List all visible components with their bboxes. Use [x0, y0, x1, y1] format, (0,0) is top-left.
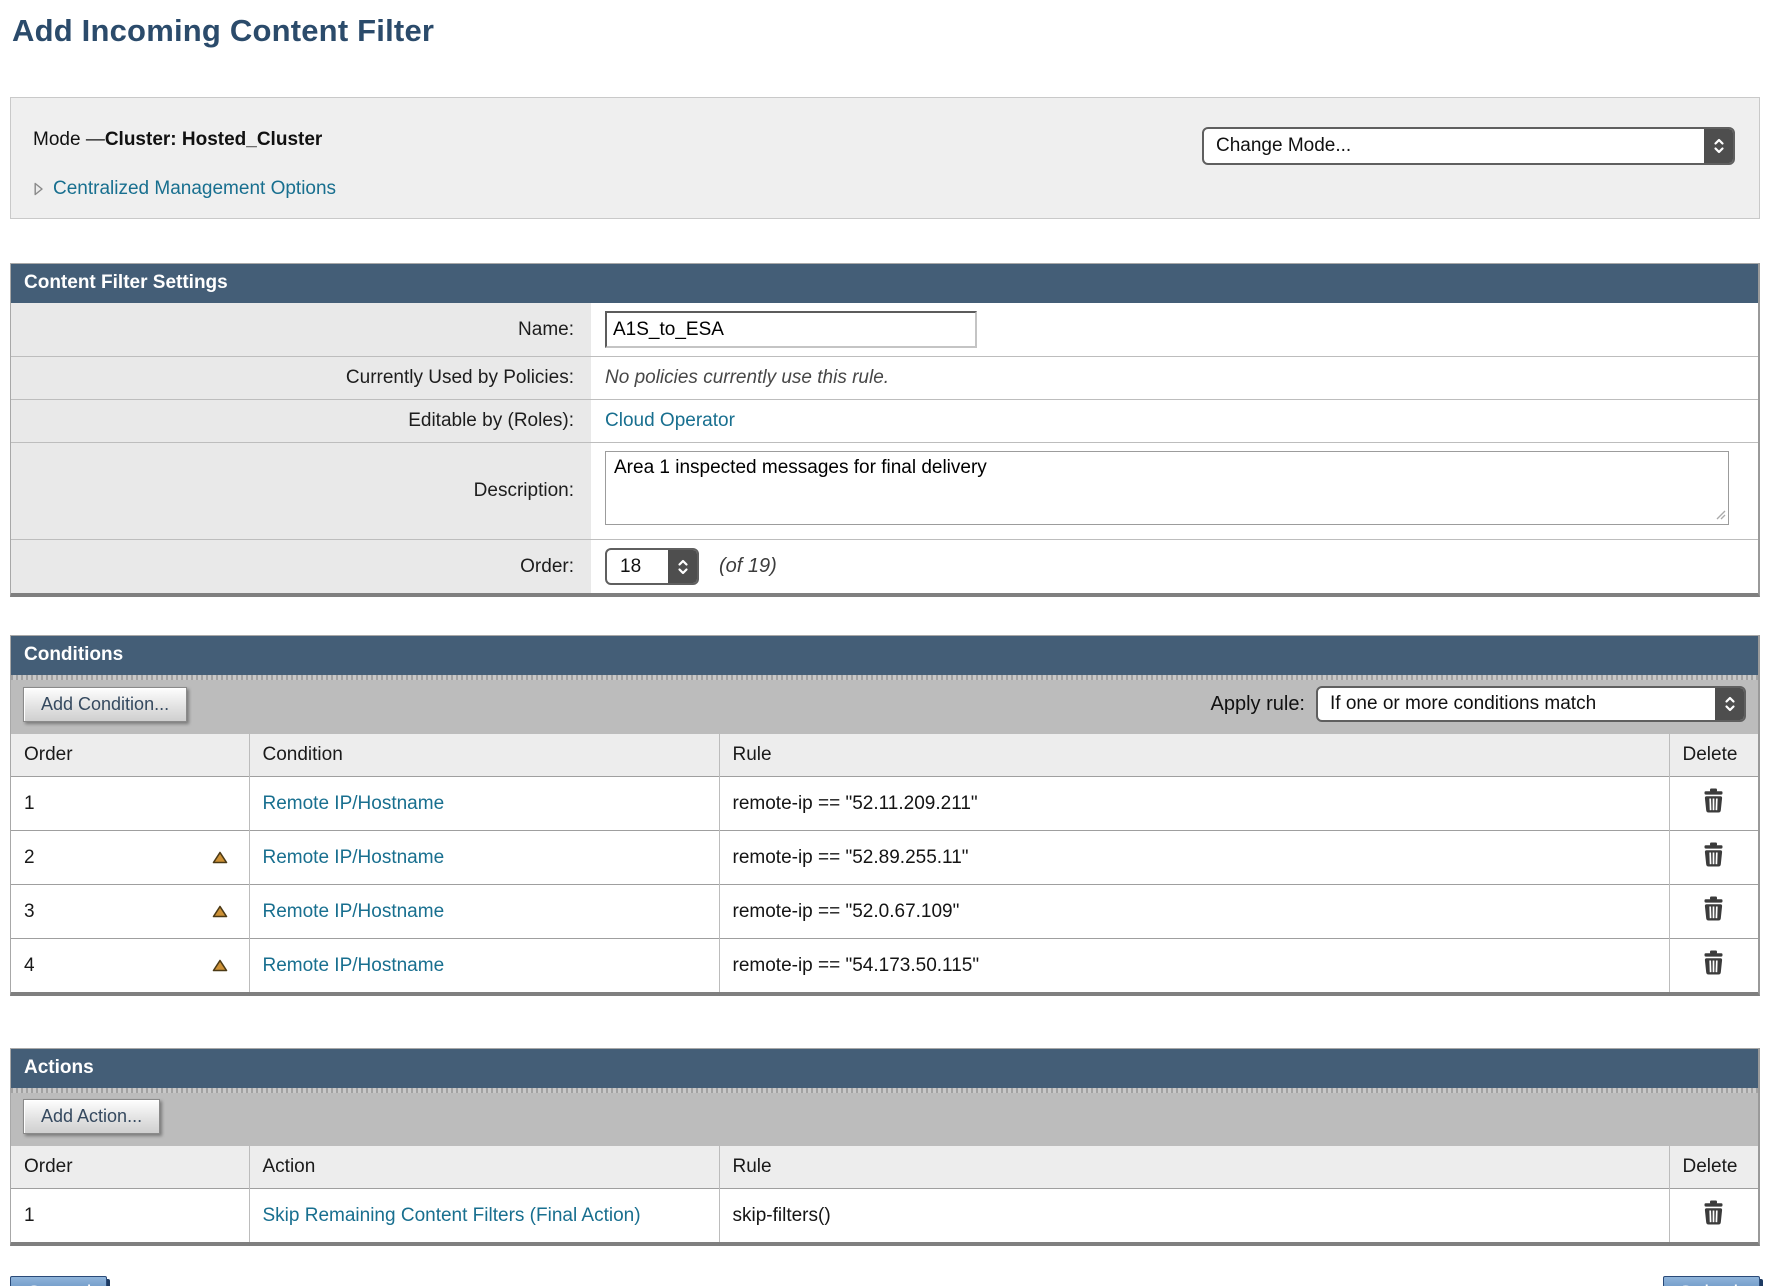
change-mode-select[interactable]: Change Mode... — [1202, 127, 1735, 165]
conditions-col-rule: Rule — [718, 734, 1669, 777]
conditions-section: Conditions Add Condition... Apply rule: … — [10, 635, 1760, 996]
order-total-text: (of 19) — [719, 555, 777, 577]
condition-link[interactable]: Remote IP/Hostname — [262, 954, 445, 976]
description-label: Description: — [11, 442, 591, 540]
condition-row: 2 Remote IP/Hostname remote-ip == "52.89… — [11, 830, 1758, 885]
condition-link[interactable]: Remote IP/Hostname — [262, 846, 445, 868]
action-rule: skip-filters() — [732, 1204, 831, 1226]
settings-row-name: Name: — [11, 303, 1758, 357]
textarea-resize-grip-icon[interactable] — [1714, 508, 1726, 520]
action-link[interactable]: Skip Remaining Content Filters (Final Ac… — [262, 1204, 641, 1226]
management-options-row: Centralized Management Options — [33, 178, 1737, 200]
apply-rule-label: Apply rule: — [1210, 692, 1306, 715]
roles-label: Editable by (Roles): — [11, 399, 591, 443]
actions-col-order: Order — [11, 1146, 249, 1189]
settings-row-description: Description: Area 1 inspected messages f… — [11, 442, 1758, 540]
conditions-table: Order Condition Rule Delete 1 Remote IP/… — [11, 734, 1758, 992]
trash-icon — [1700, 949, 1727, 979]
conditions-col-condition: Condition — [248, 734, 719, 777]
conditions-header-row: Order Condition Rule Delete — [11, 734, 1758, 777]
select-stepper-icon — [668, 550, 697, 583]
select-stepper-icon — [1715, 688, 1744, 720]
condition-link[interactable]: Remote IP/Hostname — [262, 792, 445, 814]
delete-action-button[interactable] — [1700, 1199, 1727, 1226]
action-row: 1 Skip Remaining Content Filters (Final … — [11, 1188, 1758, 1242]
conditions-col-delete: Delete — [1668, 734, 1758, 777]
actions-col-action: Action — [248, 1146, 719, 1189]
actions-col-rule: Rule — [718, 1146, 1669, 1189]
trash-icon — [1700, 841, 1727, 871]
cloud-operator-link[interactable]: Cloud Operator — [605, 410, 735, 431]
cancel-button[interactable]: Cancel — [10, 1276, 108, 1286]
actions-section-header: Actions — [11, 1049, 1758, 1088]
mode-label: Mode — [33, 129, 86, 150]
action-order: 1 — [24, 1204, 35, 1226]
condition-row: 1 Remote IP/Hostname remote-ip == "52.11… — [11, 776, 1758, 831]
condition-order: 3 — [24, 900, 35, 922]
order-select[interactable]: 18 — [605, 548, 699, 585]
content-filter-settings-section: Content Filter Settings Name: Currently … — [10, 263, 1760, 597]
name-label: Name: — [11, 303, 591, 357]
centralized-management-options-link[interactable]: Centralized Management Options — [53, 178, 337, 199]
move-up-arrow-icon — [212, 905, 228, 921]
actions-table: Order Action Rule Delete 1 Skip Remainin… — [11, 1146, 1758, 1242]
order-select-value: 18 — [620, 555, 642, 577]
conditions-col-order: Order — [11, 734, 249, 777]
move-up-arrow-icon — [212, 851, 228, 867]
settings-row-policies: Currently Used by Policies: No policies … — [11, 356, 1758, 400]
add-action-button[interactable]: Add Action... — [23, 1099, 161, 1134]
condition-link[interactable]: Remote IP/Hostname — [262, 900, 445, 922]
condition-order: 2 — [24, 846, 35, 868]
condition-rule: remote-ip == "52.0.67.109" — [732, 900, 960, 922]
delete-condition-button[interactable] — [1700, 841, 1727, 868]
trash-icon — [1700, 787, 1727, 817]
submit-button[interactable]: Submit — [1662, 1276, 1760, 1286]
settings-row-order: Order: 18 (of 19) — [11, 539, 1758, 593]
apply-rule-select-value: If one or more conditions match — [1330, 693, 1597, 714]
policies-label: Currently Used by Policies: — [11, 356, 591, 400]
mode-value: Cluster: Hosted_Cluster — [104, 129, 323, 150]
condition-rule: remote-ip == "52.11.209.211" — [732, 792, 978, 814]
page-title: Add Incoming Content Filter — [12, 13, 435, 48]
mode-panel: Mode —Cluster: Hosted_Cluster Centralize… — [10, 97, 1760, 219]
move-up-arrow-icon — [212, 959, 228, 975]
condition-rule: remote-ip == "52.89.255.11" — [732, 846, 969, 868]
delete-condition-button[interactable] — [1700, 895, 1727, 922]
condition-row: 4 Remote IP/Hostname remote-ip == "54.17… — [11, 938, 1758, 992]
mode-dash: — — [85, 129, 105, 150]
order-label: Order: — [11, 539, 591, 593]
settings-table: Name: Currently Used by Policies: No pol… — [11, 303, 1758, 593]
actions-col-delete: Delete — [1668, 1146, 1758, 1189]
actions-toolbar: Add Action... — [11, 1088, 1758, 1146]
settings-section-header: Content Filter Settings — [11, 264, 1758, 303]
conditions-section-header: Conditions — [11, 636, 1758, 675]
condition-order: 1 — [24, 792, 35, 814]
move-up-button[interactable] — [212, 959, 228, 972]
select-stepper-icon — [1704, 129, 1733, 163]
condition-row: 3 Remote IP/Hostname remote-ip == "52.0.… — [11, 884, 1758, 939]
mode-line: Mode —Cluster: Hosted_Cluster — [33, 129, 1737, 151]
add-condition-button[interactable]: Add Condition... — [23, 686, 188, 722]
trash-icon — [1700, 895, 1727, 925]
condition-rule: remote-ip == "54.173.50.115" — [732, 954, 980, 976]
description-textarea[interactable]: Area 1 inspected messages for final deli… — [605, 451, 1729, 525]
apply-rule-select[interactable]: If one or more conditions match — [1316, 686, 1746, 722]
disclosure-triangle-icon[interactable] — [33, 182, 44, 196]
delete-condition-button[interactable] — [1700, 949, 1727, 976]
settings-row-roles: Editable by (Roles): Cloud Operator — [11, 399, 1758, 443]
trash-icon — [1700, 1199, 1727, 1229]
delete-condition-button[interactable] — [1700, 787, 1727, 814]
condition-order: 4 — [24, 954, 35, 976]
move-up-button[interactable] — [212, 851, 228, 864]
actions-header-row: Order Action Rule Delete — [11, 1146, 1758, 1189]
policies-value: No policies currently use this rule. — [605, 367, 890, 388]
name-input[interactable] — [605, 311, 977, 348]
footer-bar: Cancel Submit — [10, 1276, 1760, 1286]
conditions-toolbar: Add Condition... Apply rule: If one or m… — [11, 675, 1758, 734]
move-up-button[interactable] — [212, 905, 228, 918]
actions-section: Actions Add Action... Order Action Rule … — [10, 1048, 1760, 1246]
change-mode-select-value: Change Mode... — [1216, 135, 1352, 156]
